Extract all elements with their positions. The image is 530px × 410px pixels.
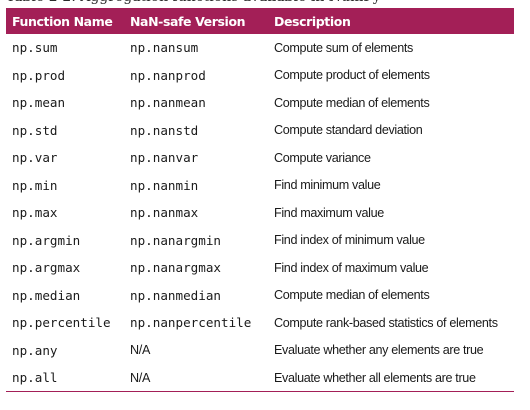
table-caption: Table 2-2. Aggregation functions availab… <box>6 0 526 5</box>
function-name-cell: np.var <box>12 150 58 166</box>
function-name-cell: np.mean <box>12 95 66 111</box>
nan-safe-cell: np.nanargmin <box>130 232 221 248</box>
nan-safe-cell: np.nanmin <box>130 177 199 193</box>
description-cell: Compute product of elements <box>274 68 430 83</box>
table-header: Function Name NaN-safe Version Descripti… <box>6 8 514 34</box>
aggregation-functions-table: Function Name NaN-safe Version Descripti… <box>6 8 514 392</box>
table-row: np.mean np.nanmean Compute median of ele… <box>6 89 514 117</box>
table-row: np.percentile np.nanpercentile Compute r… <box>6 309 514 337</box>
function-name-cell: np.all <box>6 364 124 392</box>
nan-safe-cell: np.nanmax <box>130 205 199 221</box>
nan-safe-cell: np.nansum <box>130 40 199 56</box>
table-row: np.prod np.nanprod Compute product of el… <box>6 62 514 90</box>
description-cell: Evaluate whether all elements are true <box>268 364 514 392</box>
header-description: Description <box>274 13 351 29</box>
nan-safe-cell: np.nanargmax <box>130 260 221 276</box>
function-name-cell: np.sum <box>12 40 58 56</box>
description-cell: Compute median of elements <box>274 288 430 303</box>
description-cell: Find minimum value <box>274 178 381 193</box>
nan-safe-cell: np.nanmean <box>130 95 206 111</box>
header-function-name: Function Name <box>12 13 113 29</box>
nan-safe-cell: N/A <box>124 364 268 392</box>
table-row: np.any N/A Evaluate whether any elements… <box>6 337 514 365</box>
table-row: np.max np.nanmax Find maximum value <box>6 199 514 227</box>
table-row: np.argmin np.nanargmin Find index of min… <box>6 227 514 255</box>
nan-safe-cell: np.nanmedian <box>130 287 221 303</box>
header-nan-safe-version: NaN-safe Version <box>130 13 246 29</box>
description-cell: Compute sum of elements <box>274 40 413 55</box>
description-cell: Evaluate whether any elements are true <box>274 343 484 358</box>
function-name-cell: np.std <box>12 122 58 138</box>
description-cell: Compute variance <box>274 150 371 165</box>
table-row: np.std np.nanstd Compute standard deviat… <box>6 117 514 145</box>
function-name-cell: np.argmin <box>12 232 81 248</box>
description-cell: Find maximum value <box>274 205 384 220</box>
nan-safe-cell: np.nanvar <box>130 150 199 166</box>
nan-safe-cell: np.nanstd <box>130 122 199 138</box>
function-name-cell: np.max <box>12 205 58 221</box>
description-cell: Compute rank-based statistics of element… <box>274 315 498 330</box>
table-row: np.all N/A Evaluate whether all elements… <box>6 364 514 392</box>
description-cell: Compute median of elements <box>274 95 430 110</box>
nan-safe-cell: np.nanpercentile <box>130 315 252 331</box>
table-row: np.argmax np.nanargmax Find index of max… <box>6 254 514 282</box>
description-cell: Find index of minimum value <box>274 233 425 248</box>
function-name-cell: np.any <box>12 342 58 358</box>
function-name-cell: np.prod <box>12 67 66 83</box>
function-name-cell: np.argmax <box>12 260 81 276</box>
description-cell: Find index of maximum value <box>274 260 429 275</box>
nan-safe-cell: N/A <box>130 343 151 358</box>
table-body: np.sum np.nansum Compute sum of elements… <box>6 34 514 392</box>
nan-safe-cell: np.nanprod <box>130 67 206 83</box>
table-row: np.median np.nanmedian Compute median of… <box>6 282 514 310</box>
function-name-cell: np.percentile <box>12 315 111 331</box>
table-row: np.min np.nanmin Find minimum value <box>6 172 514 200</box>
description-cell: Compute standard deviation <box>274 123 423 138</box>
header-row: Function Name NaN-safe Version Descripti… <box>6 8 514 34</box>
table-row: np.sum np.nansum Compute sum of elements <box>6 34 514 62</box>
function-name-cell: np.median <box>12 287 81 303</box>
function-name-cell: np.min <box>12 177 58 193</box>
table-row: np.var np.nanvar Compute variance <box>6 144 514 172</box>
